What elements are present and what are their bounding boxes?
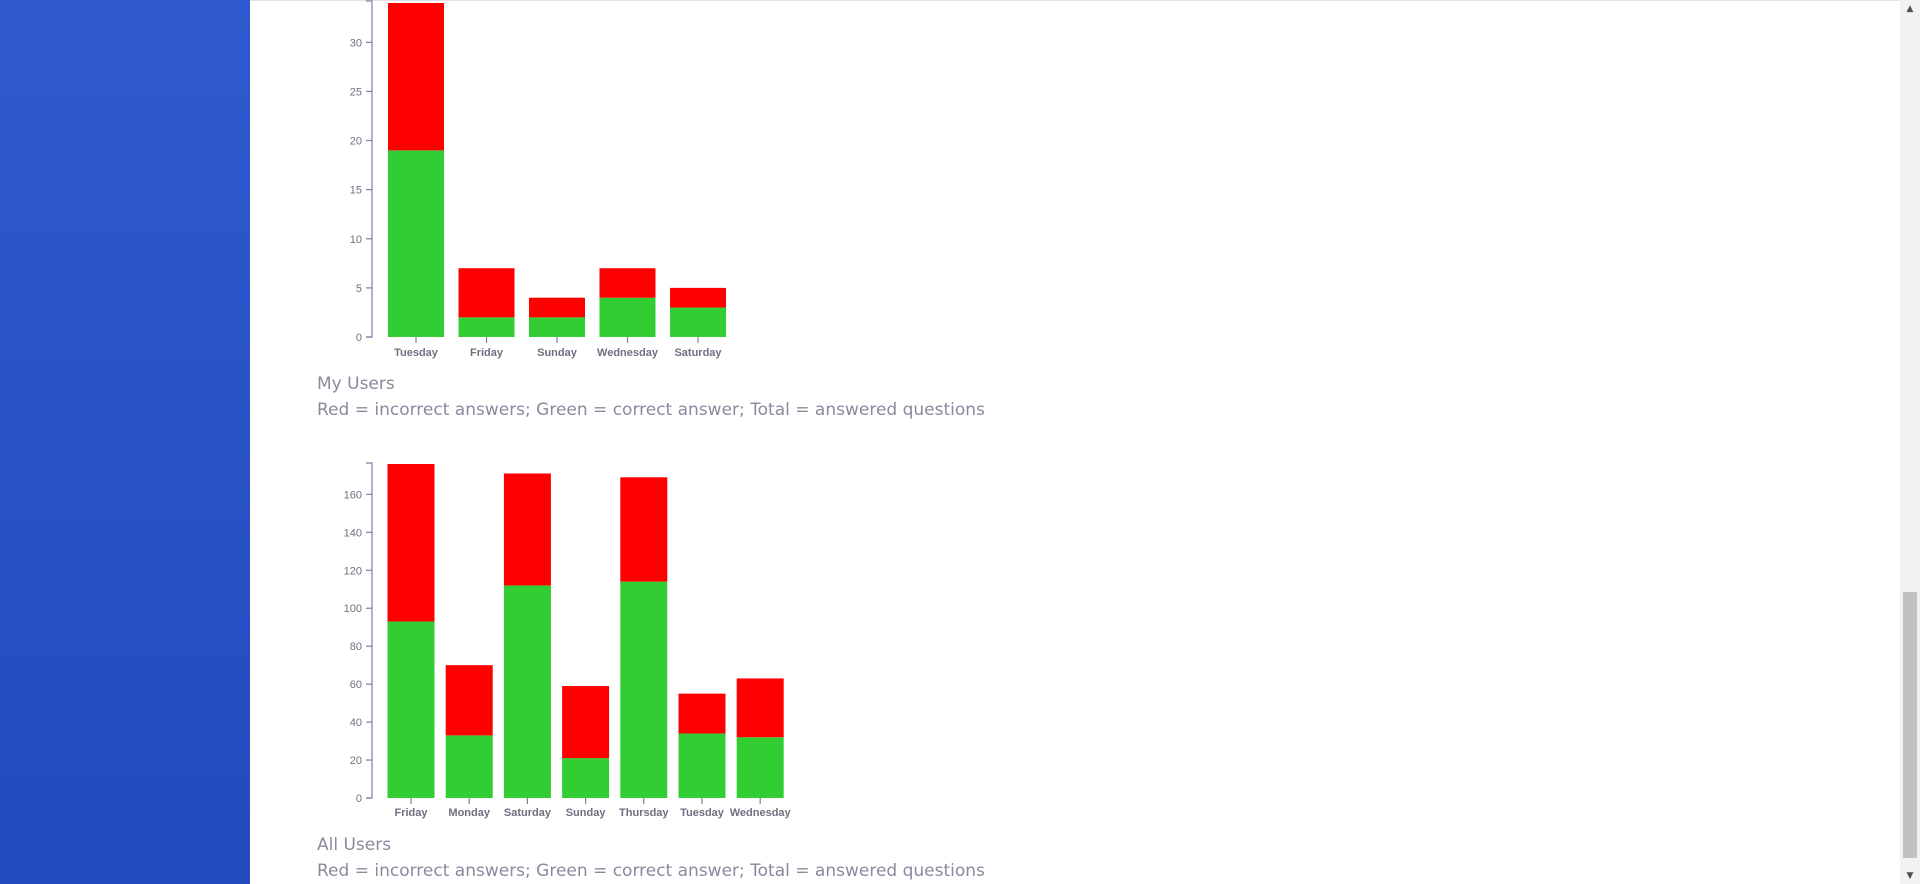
bar-incorrect-thursday bbox=[620, 477, 668, 582]
y-tick-label: 140 bbox=[344, 527, 362, 539]
y-tick-label: 20 bbox=[350, 755, 362, 767]
bar-correct-friday bbox=[458, 317, 515, 337]
y-tick-label: 40 bbox=[350, 717, 362, 729]
chart2-title: All Users bbox=[317, 835, 392, 855]
y-tick-label: 15 bbox=[350, 185, 362, 197]
y-tick-label: 20 bbox=[350, 136, 362, 148]
bar-correct-sunday bbox=[562, 758, 610, 798]
main-content: 0 5 10 15 20 25 30 Tuesday Friday Sunday Wednesday… bbox=[250, 0, 1900, 884]
sidebar bbox=[0, 0, 250, 884]
scroll-thumb[interactable] bbox=[1903, 592, 1917, 858]
all-users-chart: 0 20 40 60 80 100 120 140 160 Friday Monday Saturda… bbox=[344, 462, 792, 819]
bar-correct-tuesday bbox=[678, 733, 726, 798]
top-divider bbox=[250, 0, 1900, 1]
x-tick-label: Friday bbox=[394, 807, 428, 819]
y-tick-label: 25 bbox=[350, 86, 362, 98]
scroll-up-arrow-icon[interactable]: ▲ bbox=[1906, 3, 1914, 14]
bar-incorrect-tuesday bbox=[678, 693, 726, 734]
bar-incorrect-tuesday bbox=[388, 3, 444, 151]
x-tick-label: Sunday bbox=[566, 807, 607, 819]
bar-incorrect-sunday bbox=[562, 686, 610, 759]
bar-incorrect-sunday bbox=[529, 297, 585, 318]
chart1-title: My Users bbox=[317, 374, 395, 394]
y-tick-label: 0 bbox=[356, 332, 362, 344]
y-tick-label: 100 bbox=[344, 603, 362, 615]
x-tick-label: Thursday bbox=[619, 807, 669, 819]
y-axis bbox=[366, 462, 373, 799]
bar-correct-saturday bbox=[670, 307, 726, 337]
y-tick-label: 80 bbox=[350, 641, 362, 653]
bar-correct-monday bbox=[445, 735, 493, 798]
chart1-note: Red = incorrect answers; Green = correct… bbox=[317, 400, 985, 420]
bar-incorrect-friday bbox=[458, 268, 515, 318]
bar-correct-saturday bbox=[503, 585, 551, 798]
bar-correct-sunday bbox=[529, 317, 585, 337]
bar-incorrect-monday bbox=[445, 665, 493, 736]
x-tick-label: Friday bbox=[470, 347, 504, 359]
my-users-chart: 0 5 10 15 20 25 30 Tuesday Friday Sunday Wednesday… bbox=[350, 0, 726, 359]
chart2-note: Red = incorrect answers; Green = correct… bbox=[317, 861, 985, 881]
vertical-scrollbar[interactable]: ▲ ▼ bbox=[1900, 0, 1920, 884]
x-tick-label: Tuesday bbox=[680, 807, 725, 819]
bar-incorrect-wednesday bbox=[599, 268, 656, 298]
y-tick-label: 5 bbox=[356, 283, 362, 295]
scroll-down-arrow-icon[interactable]: ▼ bbox=[1906, 870, 1914, 881]
x-tick-label: Wednesday bbox=[597, 347, 659, 359]
bar-incorrect-saturday bbox=[670, 287, 726, 308]
y-axis bbox=[366, 0, 373, 338]
y-tick-label: 30 bbox=[350, 37, 362, 49]
x-tick-label: Saturday bbox=[674, 347, 722, 359]
x-tick-label: Saturday bbox=[504, 807, 552, 819]
bar-correct-tuesday bbox=[388, 150, 444, 337]
y-tick-label: 160 bbox=[344, 489, 362, 501]
bar-incorrect-wednesday bbox=[736, 678, 784, 738]
y-tick-label: 60 bbox=[350, 679, 362, 691]
y-tick-label: 0 bbox=[356, 793, 362, 805]
bar-correct-friday bbox=[387, 621, 435, 798]
bar-incorrect-saturday bbox=[503, 473, 551, 586]
x-tick-label: Sunday bbox=[537, 347, 578, 359]
y-tick-label: 10 bbox=[350, 234, 362, 246]
y-tick-label: 120 bbox=[344, 565, 362, 577]
bar-correct-thursday bbox=[620, 581, 668, 798]
bar-correct-wednesday bbox=[736, 737, 784, 798]
bar-incorrect-friday bbox=[387, 464, 435, 622]
x-tick-label: Tuesday bbox=[394, 347, 439, 359]
x-tick-label: Monday bbox=[448, 807, 490, 819]
x-tick-label: Wednesday bbox=[730, 807, 792, 819]
bar-correct-wednesday bbox=[599, 297, 656, 337]
